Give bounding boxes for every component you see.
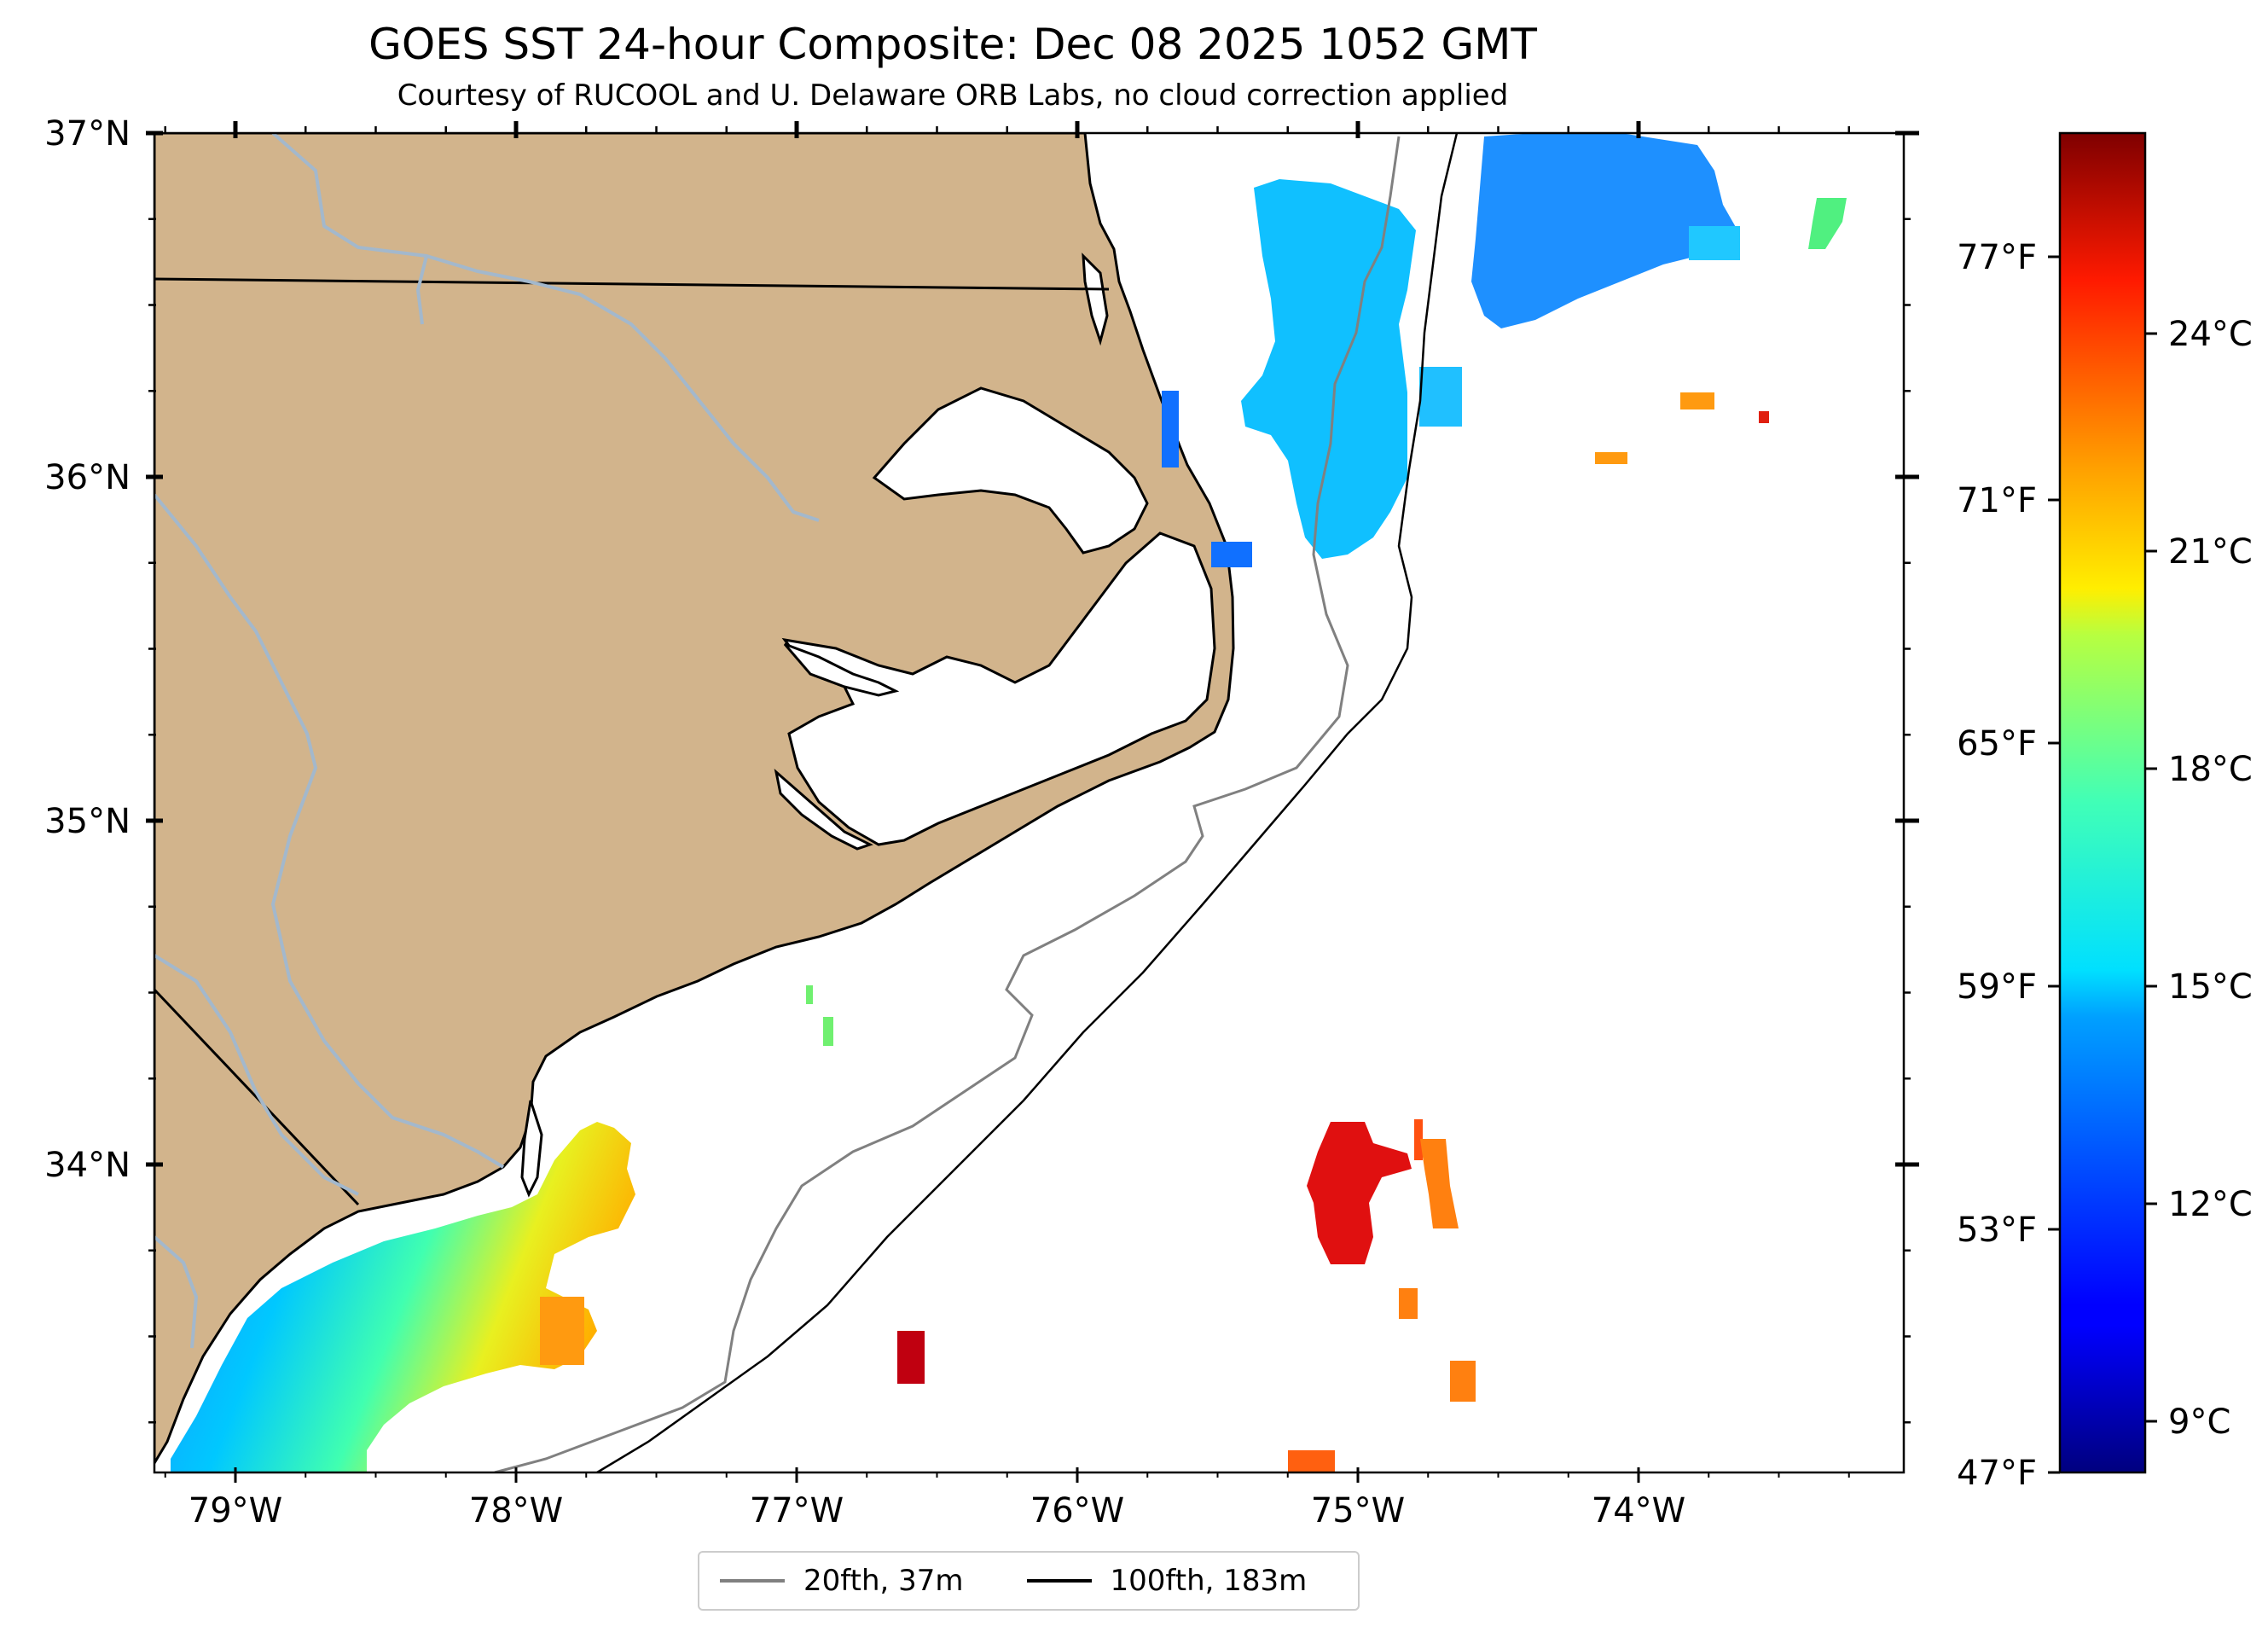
legend-swatch-20fth	[720, 1579, 785, 1583]
sst-patch-north-center	[1241, 179, 1416, 559]
sst-patch-southwest	[171, 1122, 635, 1472]
minor-ticks	[148, 126, 1911, 1478]
nc-va-border	[154, 277, 1110, 291]
sst-patch-red-speck	[1759, 411, 1769, 423]
map-subtitle: Courtesy of RUCOOL and U. Delaware ORB L…	[397, 78, 1509, 113]
isobath-20fth-line	[494, 136, 1401, 1472]
lon-tick-label: 75°W	[1311, 1491, 1405, 1530]
map-frame	[153, 131, 1905, 1474]
albemarle-sound	[872, 386, 1149, 555]
colorbar-fahrenheit-label: 71°F	[1957, 481, 2037, 520]
sst-patch-blue-strip	[1162, 391, 1179, 468]
sst-patch-orange-1	[1680, 392, 1714, 409]
pamlico-river	[783, 642, 900, 697]
colorbar-fahrenheit-label: 53°F	[1957, 1211, 2037, 1250]
sst-patch-warm-core	[540, 1297, 584, 1365]
colorbar-celsius-label: 9°C	[2168, 1403, 2230, 1442]
colorbar-celsius-axis: 9°C 12°C 15°C 18°C 21°C 24°C	[2145, 315, 2253, 1442]
pamlico-sound	[781, 531, 1216, 846]
legend-item-100fth: 100fth, 183m	[1026, 1564, 1308, 1598]
colorbar	[2058, 131, 2147, 1474]
rivers	[154, 133, 820, 1349]
sst-patch-green-speck-2	[823, 1017, 833, 1046]
currituck-sound	[1082, 253, 1109, 346]
isobath-100fth-line	[596, 133, 1459, 1472]
lat-tick-label: 34°N	[44, 1146, 131, 1185]
sst-patch-orange-bottom	[1288, 1450, 1335, 1472]
sst-patch-orange-2	[1595, 452, 1627, 464]
lat-tick-label: 35°N	[44, 802, 131, 841]
colorbar-fahrenheit-label: 47°F	[1957, 1454, 2037, 1493]
lon-tick-label: 77°W	[750, 1491, 844, 1530]
colorbar-fahrenheit-axis: 47°F 53°F 59°F 65°F 71°F 77°F	[1957, 238, 2060, 1493]
sst-patch-green-far-ne	[1808, 198, 1847, 249]
sst-patch-northeast	[1471, 133, 1740, 328]
lon-tick-label: 78°W	[469, 1491, 563, 1530]
colorbar-fahrenheit-label: 65°F	[1957, 724, 2037, 764]
lon-tick-label: 74°W	[1592, 1491, 1685, 1530]
neuse-river	[774, 768, 873, 851]
nc-sc-border	[154, 988, 360, 1206]
colorbar-celsius-label: 21°C	[2168, 532, 2253, 572]
lon-tick-label: 76°W	[1030, 1491, 1124, 1530]
legend-label-20fth: 20fth, 37m	[803, 1564, 964, 1598]
colorbar-celsius-label: 24°C	[2168, 315, 2253, 354]
sst-patch-red-eddy	[1307, 1122, 1412, 1264]
latitude-axis: 37°N 36°N 35°N 34°N	[44, 114, 1919, 1185]
sst-patch-green-speck-1	[806, 985, 813, 1004]
colorbar-fahrenheit-label: 77°F	[1957, 238, 2037, 277]
sst-patches	[171, 133, 1847, 1472]
legend-item-20fth: 20fth, 37m	[720, 1564, 964, 1598]
colorbar-celsius-label: 18°C	[2168, 750, 2253, 789]
sst-patch-orange-4	[1450, 1361, 1476, 1402]
sst-patch-red-tail	[1414, 1119, 1423, 1160]
sst-patch-dark-red	[897, 1331, 925, 1384]
sst-patch-orange-arc	[1420, 1139, 1459, 1228]
map-panel	[154, 133, 1904, 1472]
legend-swatch-100fth	[1026, 1579, 1092, 1583]
colorbar-celsius-label: 15°C	[2168, 967, 2253, 1007]
cape-fear-river	[520, 1100, 543, 1198]
map-title: GOES SST 24-hour Composite: Dec 08 2025 …	[368, 20, 1537, 69]
lon-tick-label: 79°W	[189, 1491, 282, 1530]
sst-patch-shelf-edge	[1419, 367, 1462, 427]
isobath-legend: 20fth, 37m 100fth, 183m	[698, 1551, 1360, 1611]
colorbar-celsius-label: 12°C	[2168, 1185, 2253, 1224]
sst-patch-blue-small	[1211, 542, 1252, 567]
sst-patch-orange-3	[1399, 1288, 1418, 1319]
lat-tick-label: 36°N	[44, 458, 131, 497]
colorbar-fahrenheit-label: 59°F	[1957, 967, 2037, 1007]
legend-label-100fth: 100fth, 183m	[1110, 1564, 1308, 1598]
lat-tick-label: 37°N	[44, 114, 131, 154]
sst-patch-northeast-edge	[1689, 226, 1740, 260]
